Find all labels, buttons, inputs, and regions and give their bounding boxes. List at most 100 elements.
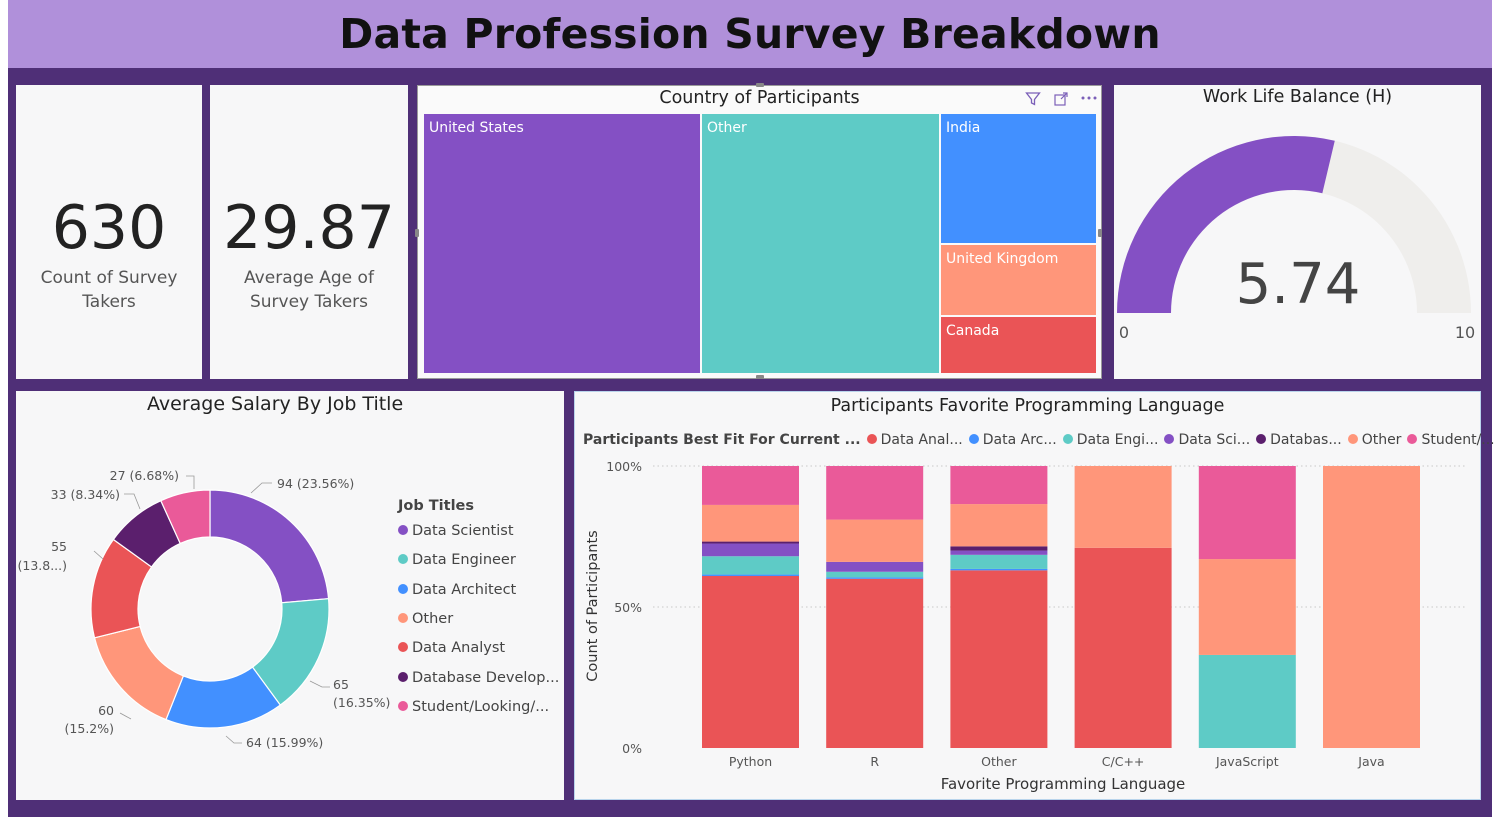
bar-segment-student[interactable] — [702, 466, 799, 505]
resize-handle[interactable] — [756, 375, 764, 379]
resize-handle[interactable] — [415, 229, 419, 237]
x-tick-label: Other — [981, 754, 1017, 769]
donut-slice-data-scientist[interactable] — [209, 489, 330, 604]
bar-segment-data-architect[interactable] — [826, 577, 924, 579]
bar-segment-data-analyst[interactable] — [702, 575, 799, 748]
legend-label: Data Analyst — [412, 640, 506, 656]
treemap-cell-india[interactable]: India — [941, 114, 1096, 243]
bar-segment-student[interactable] — [950, 466, 1048, 505]
legend-item-data-analyst[interactable]: Data Analyst — [398, 640, 505, 656]
stacked-bar-card[interactable]: Participants Favorite Programming Langua… — [574, 391, 1494, 800]
bar-segment-data-architect[interactable] — [950, 568, 1048, 571]
bar-segment-data-engineer[interactable] — [1198, 654, 1296, 748]
treemap-cell-label: Other — [707, 120, 747, 136]
bar-chart-legend: Participants Best Fit For Current ... Dat… — [583, 432, 1494, 448]
donut-data-label: (16.35%) — [333, 695, 390, 710]
legend-dot — [1256, 434, 1267, 444]
legend-item-data-architect[interactable]: Data Arc... — [968, 432, 1057, 448]
gauge-min-label: 0 — [1119, 323, 1129, 342]
legend-label: Data Sci... — [1178, 432, 1251, 448]
legend-dot — [1062, 434, 1073, 444]
filter-icon[interactable] — [1025, 91, 1041, 107]
x-tick-label: Python — [729, 754, 772, 769]
bar-segment-other[interactable] — [702, 504, 799, 542]
legend-item-data-engineer[interactable]: Data Engineer — [398, 552, 516, 568]
legend-item-data-analyst[interactable]: Data Anal... — [866, 432, 963, 448]
treemap-cell-united-kingdom[interactable]: United Kingdom — [941, 245, 1096, 315]
legend-item-student[interactable]: Student/... — [1407, 432, 1494, 448]
legend-label: Databas... — [1270, 432, 1342, 448]
legend-dot — [398, 613, 408, 623]
dashboard-title: Data Profession Survey Breakdown — [339, 10, 1161, 58]
kpi-value: 630 — [51, 193, 167, 263]
bar-segment-other[interactable] — [950, 504, 1048, 547]
legend-item-data-architect[interactable]: Data Architect — [398, 582, 516, 598]
legend-label: Database Develop... — [412, 670, 560, 686]
gauge-fill — [1117, 136, 1335, 313]
bar-chart-svg: 100% 50% 0% Python R Other C/C++ JavaScript Jav… — [585, 459, 1467, 793]
donut-data-label: 65 — [333, 677, 349, 692]
bar-segment-data-engineer[interactable] — [950, 554, 1048, 569]
more-options-icon[interactable] — [1080, 90, 1098, 106]
donut-data-label: 33 (8.34%) — [51, 487, 120, 502]
gauge-value: 5.74 — [1236, 252, 1361, 317]
treemap-title: Country of Participants — [659, 88, 860, 108]
treemap-card[interactable]: Country of Participants United States Ot… — [415, 83, 1102, 379]
donut-data-label: 27 (6.68%) — [110, 468, 179, 483]
legend-item-student[interactable]: Student/Looking/... — [398, 699, 549, 715]
donut-card[interactable]: Average Salary By Job Title 94 (23.56%) … — [16, 391, 564, 800]
treemap-cell-united-states[interactable]: United States — [424, 114, 700, 373]
bar-segment-other[interactable] — [1323, 466, 1420, 748]
bar-segment-other[interactable] — [1074, 466, 1172, 548]
legend-item-other[interactable]: Other — [1347, 432, 1402, 448]
bar-segment-data-analyst[interactable] — [1074, 547, 1172, 748]
x-tick-label: R — [870, 754, 879, 769]
bar-chart-title: Participants Favorite Programming Langua… — [830, 396, 1225, 416]
legend-item-data-scientist[interactable]: Data Scientist — [398, 523, 514, 539]
bar-segment-student[interactable] — [826, 466, 924, 520]
kpi-label: Takers — [82, 292, 136, 312]
bar-segment-database-developer[interactable] — [950, 546, 1048, 551]
resize-handle[interactable] — [756, 83, 764, 87]
legend-label: Data Scientist — [412, 523, 514, 539]
bar-segment-data-scientist[interactable] — [826, 561, 924, 572]
bar-segment-other[interactable] — [1198, 559, 1296, 655]
kpi-label: Survey Takers — [249, 292, 369, 312]
dashboard-title-bar: Data Profession Survey Breakdown — [8, 0, 1492, 68]
bar-y-axis-title: Count of Participants — [585, 530, 601, 681]
y-tick-label: 0% — [622, 741, 642, 756]
y-tick-label: 100% — [606, 459, 642, 474]
treemap-cell-other[interactable]: Other — [702, 114, 939, 373]
gauge-card[interactable]: Work Life Balance (H) 5.74 0 10 — [1114, 85, 1481, 379]
donut-data-label: 94 (23.56%) — [277, 476, 354, 491]
resize-handle[interactable] — [1098, 229, 1102, 237]
bar-segment-data-analyst[interactable] — [826, 578, 924, 748]
bar-segment-other[interactable] — [826, 519, 924, 562]
legend-item-database-developer[interactable]: Databas... — [1256, 432, 1342, 448]
legend-dot — [398, 672, 408, 682]
bar-segment-data-architect[interactable] — [702, 574, 799, 576]
bar-segment-student[interactable] — [1198, 466, 1296, 560]
kpi-card-survey-count[interactable]: 630 Count of Survey Takers — [16, 85, 202, 379]
legend-dot — [1347, 434, 1358, 444]
legend-label: Student/Looking/... — [412, 699, 550, 715]
bar-segment-data-analyst[interactable] — [950, 570, 1048, 748]
legend-item-database-developer[interactable]: Database Develop... — [398, 670, 559, 686]
bar-segment-data-engineer[interactable] — [826, 571, 924, 578]
treemap-cell-canada[interactable]: Canada — [941, 317, 1096, 373]
legend-label: Data Arc... — [982, 432, 1057, 448]
bar-segment-data-scientist[interactable] — [702, 543, 799, 557]
donut-slice-student[interactable] — [160, 489, 211, 545]
bar-segment-data-scientist[interactable] — [950, 550, 1048, 555]
bar-segment-database-developer[interactable] — [702, 541, 799, 544]
bar-legend-title: Participants Best Fit For Current ... — [583, 432, 861, 448]
legend-label: Other — [1361, 432, 1402, 448]
legend-label: Other — [412, 611, 454, 627]
focus-mode-icon[interactable] — [1053, 91, 1069, 107]
bar-segment-data-engineer[interactable] — [702, 556, 799, 575]
x-tick-label: JavaScript — [1215, 754, 1279, 769]
kpi-card-average-age[interactable]: 29.87 Average Age of Survey Takers — [210, 85, 408, 379]
legend-item-data-scientist[interactable]: Data Sci... — [1164, 432, 1250, 448]
legend-item-other[interactable]: Other — [398, 611, 453, 627]
legend-item-data-engineer[interactable]: Data Engi... — [1062, 432, 1158, 448]
